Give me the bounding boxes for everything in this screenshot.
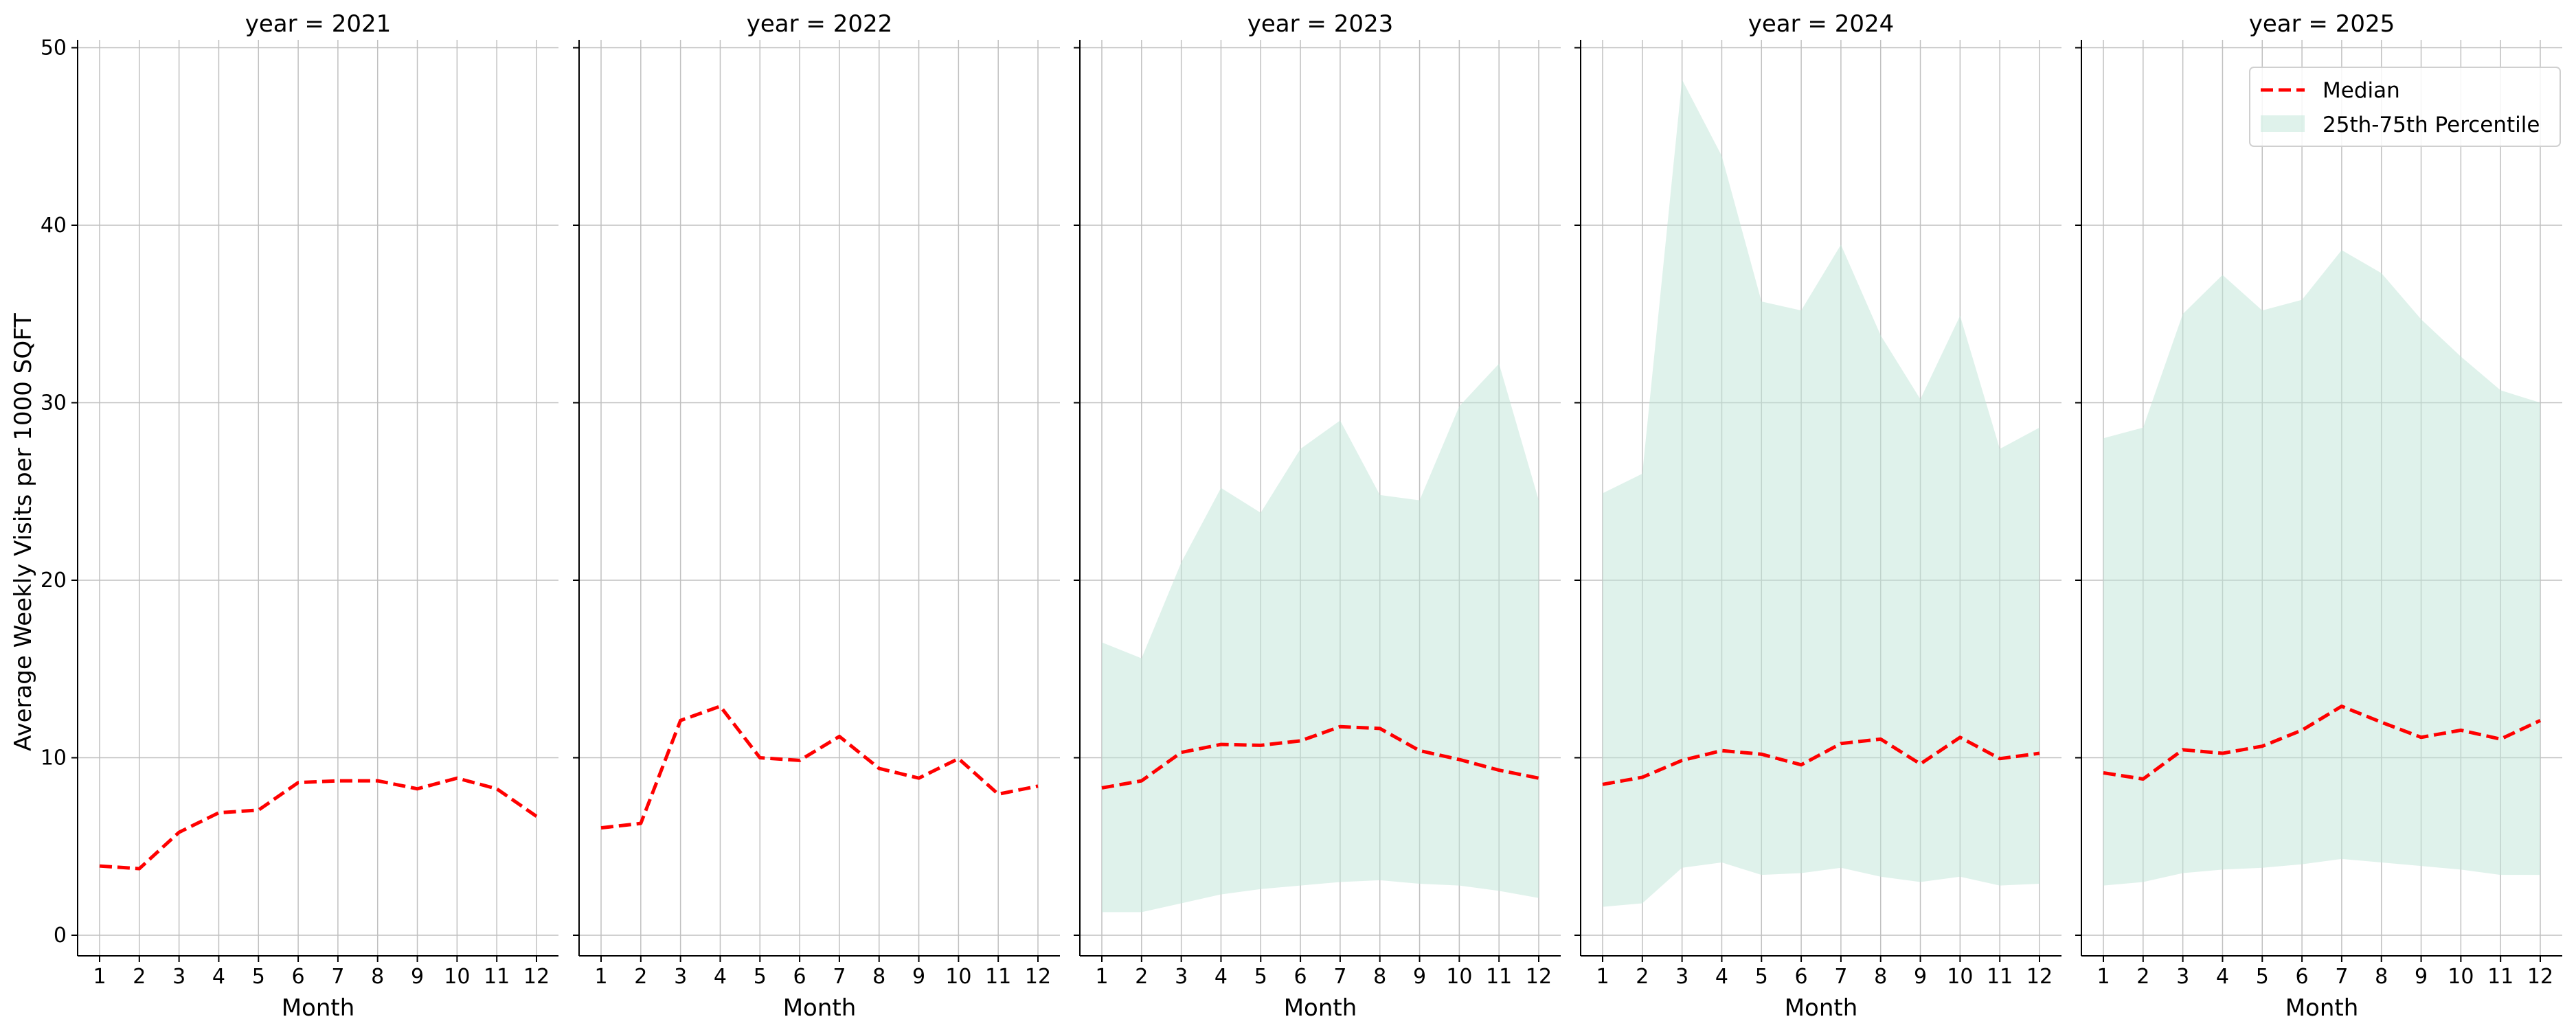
panel-title: year = 2022 xyxy=(747,10,892,38)
y-tick-label: 20 xyxy=(41,569,67,593)
x-tick-label: 9 xyxy=(912,965,925,989)
x-tick-label: 1 xyxy=(594,965,607,989)
legend-box xyxy=(2249,67,2561,147)
x-tick-label: 8 xyxy=(872,965,885,989)
panel-title: year = 2021 xyxy=(245,10,391,38)
x-axis-label: Month xyxy=(1785,994,1858,1022)
x-tick-label: 1 xyxy=(93,965,106,989)
median-line xyxy=(2103,705,2542,781)
x-tick-label: 7 xyxy=(833,965,846,989)
x-tick-label: 5 xyxy=(1755,965,1768,989)
x-tick-label: 9 xyxy=(411,965,424,989)
percentile-band xyxy=(1102,363,1539,913)
x-tick-label: 2 xyxy=(133,965,146,989)
x-tick-label: 3 xyxy=(1175,965,1188,989)
x-axis-label: Month xyxy=(783,994,857,1022)
panel-title: year = 2024 xyxy=(1748,10,1894,38)
x-tick-label: 10 xyxy=(1446,965,1472,989)
x-tick-label: 4 xyxy=(1214,965,1228,989)
x-tick-label: 11 xyxy=(985,965,1011,989)
x-axis-label: Month xyxy=(282,994,355,1022)
legend-band-swatch xyxy=(2261,115,2305,132)
x-tick-label: 5 xyxy=(754,965,767,989)
x-tick-label: 7 xyxy=(1834,965,1847,989)
legend: Median 25th-75th Percentile xyxy=(2249,67,2561,147)
x-tick-label: 6 xyxy=(2296,965,2309,989)
x-tick-label: 12 xyxy=(1526,965,1552,989)
x-tick-label: 9 xyxy=(2415,965,2428,989)
x-tick-label: 11 xyxy=(1987,965,2013,989)
x-tick-label: 8 xyxy=(371,965,384,989)
median-line xyxy=(600,705,1039,830)
x-tick-label: 3 xyxy=(2176,965,2189,989)
x-tick-label: 4 xyxy=(212,965,225,989)
x-axis-label: Month xyxy=(1284,994,1357,1022)
x-tick-label: 5 xyxy=(2256,965,2269,989)
x-tick-label: 10 xyxy=(444,965,470,989)
x-tick-label: 7 xyxy=(331,965,344,989)
x-tick-label: 1 xyxy=(1095,965,1108,989)
x-tick-label: 3 xyxy=(1675,965,1688,989)
x-tick-label: 3 xyxy=(674,965,687,989)
y-tick-label: 40 xyxy=(41,214,67,238)
percentile-band xyxy=(2103,250,2540,886)
y-tick-label: 30 xyxy=(41,391,67,415)
x-tick-label: 3 xyxy=(172,965,185,989)
y-tick-label: 50 xyxy=(41,36,67,60)
x-tick-label: 6 xyxy=(793,965,806,989)
x-tick-label: 12 xyxy=(523,965,550,989)
x-tick-label: 6 xyxy=(1294,965,1307,989)
x-tick-label: 10 xyxy=(945,965,971,989)
median-line xyxy=(1602,735,2040,786)
y-tick-label: 0 xyxy=(54,924,67,948)
x-tick-label: 12 xyxy=(2527,965,2553,989)
x-tick-label: 4 xyxy=(714,965,727,989)
percentile-band xyxy=(1603,80,2040,907)
x-tick-label: 7 xyxy=(2335,965,2348,989)
x-tick-label: 9 xyxy=(1413,965,1426,989)
x-tick-label: 11 xyxy=(2487,965,2513,989)
x-tick-label: 4 xyxy=(1715,965,1728,989)
x-axis-label: Month xyxy=(2285,994,2359,1022)
x-tick-label: 11 xyxy=(484,965,510,989)
x-tick-label: 4 xyxy=(2216,965,2229,989)
legend-band-label: 25th-75th Percentile xyxy=(2323,113,2540,137)
median-line xyxy=(1101,724,1539,790)
panel-title: year = 2023 xyxy=(1247,10,1393,38)
x-tick-label: 8 xyxy=(1373,965,1386,989)
y-axis-label: Average Weekly Visits per 1000 SQFT xyxy=(10,313,37,751)
y-tick-label: 10 xyxy=(41,746,67,770)
x-tick-label: 5 xyxy=(252,965,265,989)
x-tick-label: 10 xyxy=(2448,965,2474,989)
x-tick-label: 12 xyxy=(1025,965,1051,989)
x-tick-label: 1 xyxy=(2097,965,2110,989)
x-tick-label: 1 xyxy=(1596,965,1609,989)
x-tick-label: 6 xyxy=(1795,965,1808,989)
x-tick-label: 8 xyxy=(1874,965,1887,989)
x-tick-label: 2 xyxy=(2136,965,2149,989)
legend-median-label: Median xyxy=(2323,78,2400,103)
median-line xyxy=(99,776,538,871)
x-tick-label: 2 xyxy=(1636,965,1649,989)
x-tick-label: 2 xyxy=(634,965,647,989)
panel-title: year = 2025 xyxy=(2249,10,2395,38)
x-tick-label: 10 xyxy=(1947,965,1973,989)
x-tick-label: 8 xyxy=(2375,965,2388,989)
x-tick-label: 12 xyxy=(2026,965,2053,989)
x-tick-label: 6 xyxy=(292,965,305,989)
x-tick-label: 9 xyxy=(1914,965,1927,989)
x-tick-label: 7 xyxy=(1333,965,1346,989)
x-tick-label: 5 xyxy=(1254,965,1267,989)
x-tick-label: 2 xyxy=(1135,965,1148,989)
x-tick-label: 11 xyxy=(1486,965,1512,989)
